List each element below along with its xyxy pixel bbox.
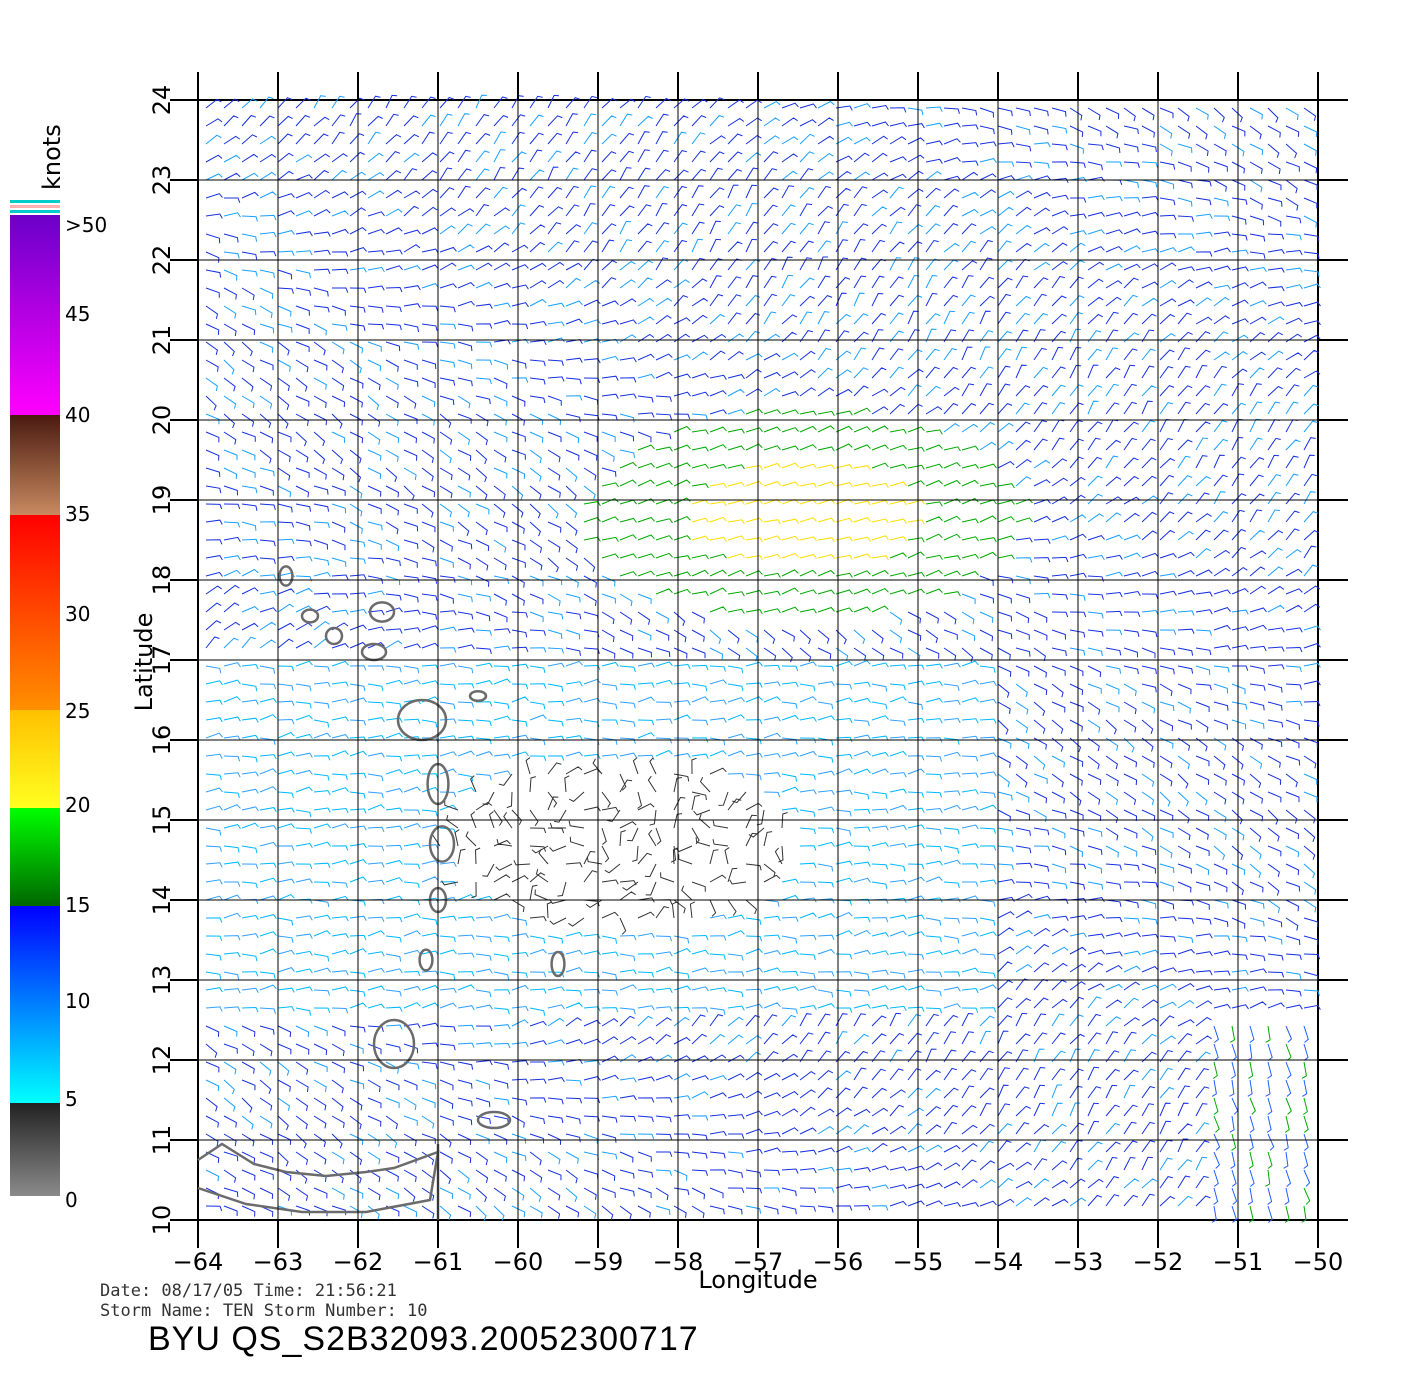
island-outline bbox=[476, 1110, 512, 1130]
lon-tick-label: −54 bbox=[973, 1248, 1024, 1276]
legend-label: 40 bbox=[65, 403, 90, 427]
lon-tick-label: −51 bbox=[1213, 1248, 1264, 1276]
lon-tick-label: −64 bbox=[173, 1248, 224, 1276]
lon-tick-label: −61 bbox=[413, 1248, 464, 1276]
tick-marks bbox=[170, 72, 1348, 1248]
legend-label: >50 bbox=[65, 213, 107, 237]
legend-label: 45 bbox=[65, 302, 90, 326]
footer-storm-line: Storm Name: TEN Storm Number: 10 bbox=[100, 1301, 428, 1321]
x-axis-label: Longitude bbox=[698, 1266, 817, 1294]
lat-tick-label: 16 bbox=[148, 725, 176, 756]
lat-tick-label: 14 bbox=[148, 885, 176, 916]
legend-band-20-25 bbox=[10, 710, 60, 808]
legend-band-45-50 bbox=[10, 215, 60, 415]
island-outline bbox=[372, 1018, 416, 1070]
lat-tick-label: 21 bbox=[148, 325, 176, 356]
footer-date-line: Date: 08/17/05 Time: 21:56:21 bbox=[100, 1281, 397, 1301]
map-area: −64 10 −63 11 −62 12 −61 13 −60 14 −59 15 −58 16 −57 17… bbox=[148, 72, 1348, 1276]
lat-tick-label: 10 bbox=[148, 1205, 176, 1236]
legend-band-0-5 bbox=[10, 1103, 60, 1196]
lon-tick-label: −63 bbox=[253, 1248, 304, 1276]
lat-tick-label: 19 bbox=[148, 485, 176, 516]
island-outline bbox=[278, 565, 294, 587]
y-axis-label: Latitude bbox=[130, 613, 158, 712]
lat-tick-label: 22 bbox=[148, 245, 176, 276]
legend-band-25-35 bbox=[10, 515, 60, 710]
island-outline bbox=[368, 601, 396, 623]
lon-tick-label: −55 bbox=[893, 1248, 944, 1276]
legend-label: 35 bbox=[65, 502, 90, 526]
legend-label: 0 bbox=[65, 1188, 78, 1212]
island-outline bbox=[324, 626, 344, 646]
legend-band-5-15 bbox=[10, 906, 60, 1103]
wind-barbs bbox=[205, 94, 1321, 1220]
lon-tick-label: −59 bbox=[573, 1248, 624, 1276]
lon-tick-label: −62 bbox=[333, 1248, 384, 1276]
lat-tick-label: 23 bbox=[148, 165, 176, 196]
legend-label: 5 bbox=[65, 1087, 78, 1111]
coastline bbox=[197, 1142, 440, 1214]
legend-label: 15 bbox=[65, 893, 90, 917]
lat-tick-label: 20 bbox=[148, 405, 176, 436]
lon-tick-label: −50 bbox=[1293, 1248, 1344, 1276]
lat-tick-label: 24 bbox=[148, 85, 176, 116]
footer-title: BYU QS_S2B32093.20052300717 bbox=[148, 1320, 699, 1358]
legend-label: 20 bbox=[65, 793, 90, 817]
island-outline bbox=[468, 689, 488, 703]
wind-vectors bbox=[205, 94, 1321, 1223]
tick-labels: −64 10 −63 11 −62 12 −61 13 −60 14 −59 15 −58 16 −57 17… bbox=[148, 85, 1343, 1276]
legend-label: 25 bbox=[65, 699, 90, 723]
lon-tick-label: −57 bbox=[733, 1248, 784, 1276]
wind-barbs bbox=[205, 660, 997, 1015]
legend-title: knots bbox=[38, 124, 66, 190]
lon-tick-label: −53 bbox=[1053, 1248, 1104, 1276]
island-outline bbox=[418, 948, 434, 972]
island-outline bbox=[550, 950, 566, 978]
lat-tick-label: 17 bbox=[148, 645, 176, 676]
island-outline bbox=[300, 608, 320, 624]
lat-tick-label: 18 bbox=[148, 565, 176, 596]
legend-label: 30 bbox=[65, 602, 90, 626]
lon-tick-label: −58 bbox=[653, 1248, 704, 1276]
color-legend: knots bbox=[10, 124, 107, 1212]
legend-band-35-40 bbox=[10, 415, 60, 515]
lon-tick-label: −52 bbox=[1133, 1248, 1184, 1276]
legend-label: 10 bbox=[65, 989, 90, 1013]
grid-lines bbox=[198, 100, 1318, 1220]
lon-tick-label: −60 bbox=[493, 1248, 544, 1276]
lon-tick-label: −56 bbox=[813, 1248, 864, 1276]
lat-tick-label: 15 bbox=[148, 805, 176, 836]
land-outlines bbox=[197, 565, 566, 1220]
lat-tick-label: 13 bbox=[148, 965, 176, 996]
lat-tick-label: 11 bbox=[148, 1125, 176, 1156]
legend-band-15-20 bbox=[10, 808, 60, 906]
wind-barbs bbox=[583, 407, 1311, 1223]
wind-barbs bbox=[205, 94, 1321, 1221]
lat-tick-label: 12 bbox=[148, 1045, 176, 1076]
wind-barbs bbox=[1211, 1025, 1311, 1223]
island-outline bbox=[428, 825, 456, 863]
wind-barbs bbox=[205, 660, 997, 1016]
